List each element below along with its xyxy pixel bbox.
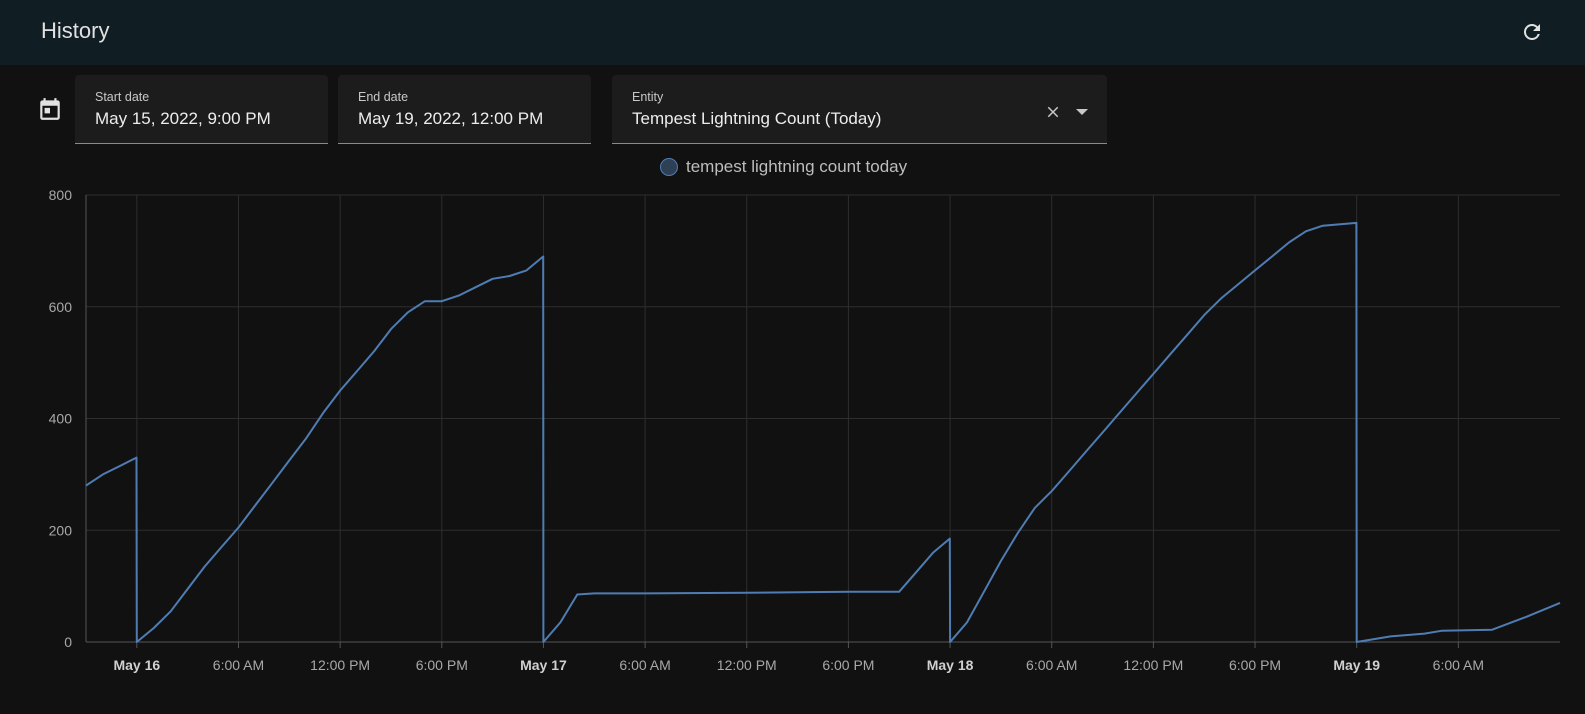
x-tick-label: 6:00 AM — [1026, 657, 1077, 673]
x-tick-label: 12:00 PM — [717, 657, 777, 673]
x-tick-label: May 17 — [520, 657, 567, 673]
end-date-label: End date — [358, 90, 409, 104]
x-tick-label: 6:00 AM — [213, 657, 264, 673]
legend-swatch — [660, 158, 678, 176]
entity-picker[interactable]: Entity Tempest Lightning Count (Today) — [612, 75, 1107, 144]
y-tick-label: 400 — [49, 411, 73, 427]
x-tick-label: May 19 — [1333, 657, 1380, 673]
entity-label: Entity — [632, 90, 664, 104]
close-icon[interactable] — [1042, 101, 1064, 123]
calendar-icon[interactable] — [36, 95, 64, 123]
end-date-field[interactable]: End date May 19, 2022, 12:00 PM — [338, 75, 591, 144]
chart-legend[interactable]: tempest lightning count today — [660, 155, 907, 179]
y-tick-label: 800 — [49, 187, 73, 203]
series-line-0 — [85, 221, 1561, 643]
x-tick-label: 6:00 AM — [619, 657, 670, 673]
x-tick-label: 12:00 PM — [1123, 657, 1183, 673]
x-tick-label: 6:00 PM — [822, 657, 874, 673]
start-date-field[interactable]: Start date May 15, 2022, 9:00 PM — [75, 75, 328, 144]
start-date-label: Start date — [95, 90, 150, 104]
x-tick-label: May 18 — [927, 657, 974, 673]
start-date-value: May 15, 2022, 9:00 PM — [95, 109, 271, 128]
x-tick-label: 6:00 PM — [1229, 657, 1281, 673]
history-line-chart: 0 200 400 600 800 May 16 6:00 AM 12:00 PM 6:00 P… — [49, 187, 1561, 673]
y-tick-label: 600 — [49, 299, 73, 315]
entity-value: Tempest Lightning Count (Today) — [632, 109, 882, 128]
x-tick-label: 6:00 PM — [416, 657, 468, 673]
page-title: History — [41, 18, 110, 43]
x-tick-label: 12:00 PM — [310, 657, 370, 673]
y-tick-label: 0 — [64, 634, 72, 650]
caret-down-icon[interactable] — [1072, 101, 1092, 123]
refresh-icon[interactable] — [1518, 18, 1546, 46]
app-header: History — [0, 0, 1585, 65]
x-tick-label: 6:00 AM — [1433, 657, 1484, 673]
end-date-value: May 19, 2022, 12:00 PM — [358, 109, 544, 128]
y-tick-label: 200 — [49, 522, 73, 538]
x-tick-label: May 16 — [113, 657, 160, 673]
legend-label: tempest lightning count today — [686, 157, 908, 176]
